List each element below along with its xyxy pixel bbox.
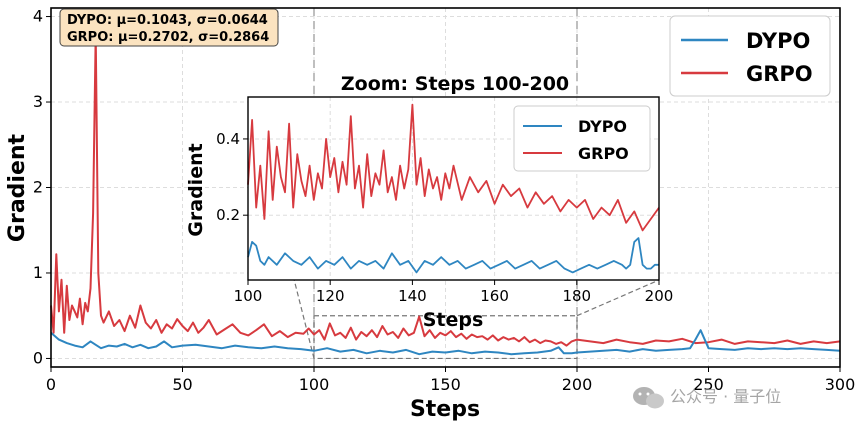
main-x-tick-label: 0	[46, 375, 56, 394]
inset-x-tick-label: 120	[316, 287, 345, 305]
watermark-text: 公众号 · 量子位	[670, 387, 781, 406]
stats-box: DYPO: μ=0.1043, σ=0.0644 GRPO: μ=0.2702,…	[59, 8, 279, 47]
main-y-tick-label: 2	[33, 178, 43, 197]
main-series	[50, 32, 841, 356]
main-x-axis-label: Steps	[410, 397, 480, 422]
zoom-region-box	[313, 315, 578, 360]
main-x-tick-label: 100	[299, 375, 330, 394]
inset-y-tick-label: 0.2	[216, 206, 240, 224]
inset-legend: DYPO GRPO	[513, 105, 651, 172]
stats-line-grpo: GRPO: μ=0.2702, σ=0.2864	[67, 30, 269, 45]
main-y-axis-label: Gradient	[5, 133, 30, 242]
inset-x-axis-label: Steps	[423, 309, 484, 331]
main-ticks: 0 50 100 150 200 250 300 0 1 2 3 4	[33, 7, 855, 394]
main-y-tick-label: 1	[33, 263, 43, 282]
inset-series-line-dypo	[247, 237, 659, 274]
inset-x-tick-label: 180	[562, 287, 591, 305]
inset-legend-label-dypo: DYPO	[578, 117, 627, 136]
main-legend: DYPO GRPO	[669, 15, 831, 97]
inset-ticks: 100 120 140 160 180 200 0.2 0.4	[216, 130, 673, 305]
main-legend-label-dypo: DYPO	[746, 29, 810, 53]
inset-x-tick-label: 200	[645, 287, 674, 305]
main-legend-label-grpo: GRPO	[746, 62, 813, 86]
inset-legend-label-grpo: GRPO	[578, 144, 629, 163]
main-x-tick-label: 200	[562, 375, 593, 394]
main-x-tick-label: 50	[172, 375, 192, 394]
watermark: 公众号 · 量子位	[633, 387, 781, 409]
inset-series-line-grpo	[247, 103, 660, 232]
main-series-line-grpo	[50, 32, 841, 347]
main-series-line-dypo	[50, 329, 841, 356]
inset-title: Zoom: Steps 100-200	[341, 73, 569, 95]
main-x-tick-label: 150	[430, 375, 461, 394]
main-x-tick-label: 250	[693, 375, 724, 394]
inset-x-tick-label: 100	[234, 287, 263, 305]
inset-legend-box	[513, 105, 651, 172]
main-y-tick-label: 3	[33, 92, 43, 111]
inset-x-tick-label: 140	[398, 287, 427, 305]
stats-box-background	[59, 8, 279, 47]
inset-x-tick-label: 160	[480, 287, 509, 305]
main-y-tick-label: 4	[33, 7, 43, 26]
wechat-icon	[633, 387, 664, 409]
main-x-tick-label: 300	[825, 375, 856, 394]
zoom-connector-right	[576, 279, 660, 317]
main-y-tick-label: 0	[33, 348, 43, 367]
main-legend-box	[669, 15, 831, 97]
inset-plot-frame	[247, 96, 660, 281]
stats-line-dypo: DYPO: μ=0.1043, σ=0.0644	[67, 13, 268, 28]
inset-series	[247, 103, 660, 274]
inset-y-axis-label: Gradient	[185, 143, 207, 236]
inset-y-tick-label: 0.4	[216, 130, 240, 148]
